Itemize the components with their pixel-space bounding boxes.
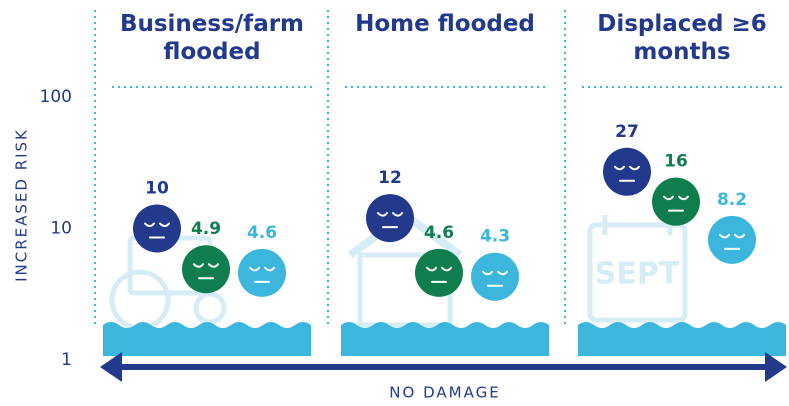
face: [471, 252, 519, 301]
value-label: 4.9: [191, 219, 221, 239]
face-circle: [366, 194, 414, 243]
baseline-arrow: [100, 352, 787, 382]
face-features: [193, 263, 219, 280]
face: [652, 177, 700, 226]
face-circle: [471, 252, 519, 301]
face-features: [614, 165, 640, 182]
calendar-label: SEPT: [595, 257, 680, 292]
value-label: 4.3: [480, 227, 510, 247]
face-features: [144, 222, 170, 239]
face-circle: [415, 248, 463, 297]
y-tick-label: 1: [61, 350, 72, 370]
panel-title: Business/farm flooded: [119, 11, 305, 65]
face-circle: [652, 177, 700, 226]
value-label: 12: [378, 168, 402, 188]
face-features: [249, 266, 275, 283]
face: [238, 248, 286, 297]
y-tick-label: 100: [40, 87, 72, 107]
panel-title: Home flooded: [355, 11, 535, 37]
face-circle: [182, 245, 230, 294]
value-label: 8.2: [717, 190, 747, 210]
face-features: [426, 266, 452, 283]
face: [603, 147, 651, 196]
face-features: [719, 233, 745, 250]
value-label: 4.6: [247, 223, 277, 243]
dividers: [94, 10, 782, 325]
face-features: [482, 270, 508, 287]
face: [415, 248, 463, 297]
face-circle: [603, 147, 651, 196]
x-axis-label: NO DAMAGE: [389, 384, 500, 402]
face: [133, 204, 181, 253]
face-features: [663, 195, 689, 212]
value-label: 27: [615, 122, 639, 142]
value-label: 10: [145, 179, 169, 199]
face: [182, 245, 230, 294]
y-tick-label: 10: [50, 219, 72, 239]
y-axis-label: INCREASED RISK: [13, 128, 31, 282]
face-circle: [238, 248, 286, 297]
face: [366, 194, 414, 243]
value-label: 16: [664, 152, 688, 172]
value-label: 4.6: [424, 223, 454, 243]
panel-title: Displaced ≥6 months: [597, 11, 767, 65]
face-circle: [708, 215, 756, 264]
face-features: [377, 212, 403, 229]
face-circle: [133, 204, 181, 253]
face: [708, 215, 756, 264]
water: [103, 322, 786, 356]
